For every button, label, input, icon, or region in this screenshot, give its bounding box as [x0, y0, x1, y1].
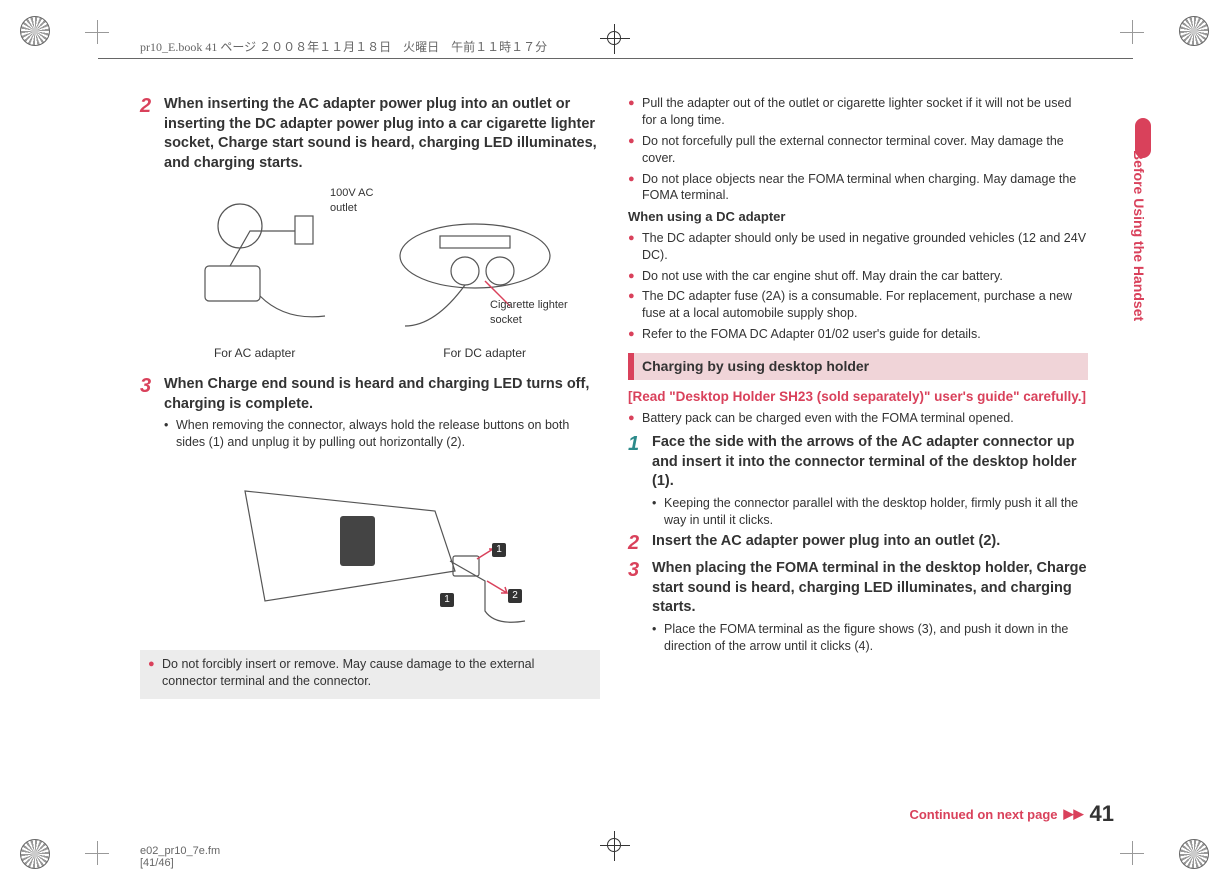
main-content: 2 When inserting the AC adapter power pl…	[140, 95, 1090, 699]
page-header-meta: pr10_E.book 41 ページ ２００８年１１月１８日 火曜日 午前１１時…	[140, 38, 547, 55]
marker-1b: 1	[440, 593, 454, 607]
step-title: When inserting the AC adapter power plug…	[164, 95, 600, 173]
step-sub: •Place the FOMA terminal as the figure s…	[652, 621, 1088, 655]
right-column: ●Pull the adapter out of the outlet or c…	[628, 95, 1088, 699]
step-number: 3	[140, 375, 164, 451]
holder-step-3: 3 When placing the FOMA terminal in the …	[628, 559, 1088, 654]
holder-step-2: 2 Insert the AC adapter power plug into …	[628, 532, 1088, 555]
forward-icon: ▶▶	[1064, 806, 1084, 822]
step-number: 3	[628, 559, 652, 654]
side-tab-label: Before Using the Handset	[1131, 150, 1147, 321]
step-3: 3 When Charge end sound is heard and cha…	[140, 375, 600, 451]
caution-note: ●Do not forcibly insert or remove. May c…	[140, 650, 600, 700]
callout-100v: 100V AC outlet	[330, 186, 400, 216]
read-carefully: [Read "Desktop Holder SH23 (sold separat…	[628, 388, 1088, 406]
callout-cigarette: Cigarette lighter socket	[490, 298, 580, 328]
footer-pagenum: [41/46]	[140, 857, 220, 869]
crop-mark	[1120, 20, 1144, 44]
holder-step-1: 1 Face the side with the arrows of the A…	[628, 433, 1088, 528]
registration-mark	[1179, 16, 1209, 46]
bullet-item: ●Do not place objects near the FOMA term…	[628, 171, 1088, 205]
step-sub-text: When removing the connector, always hold…	[176, 417, 600, 451]
figure-ac-dc: 100V AC outlet Cigarette lighter socket …	[140, 186, 600, 361]
bullet-item: ●Do not forcefully pull the external con…	[628, 133, 1088, 167]
step-title: Insert the AC adapter power plug into an…	[652, 532, 1088, 552]
header-divider	[98, 58, 1133, 59]
fig-label-ac: For AC adapter	[214, 345, 295, 361]
page-number: 41	[1090, 801, 1114, 827]
note-text: Do not forcibly insert or remove. May ca…	[162, 656, 592, 690]
cross-registration	[600, 24, 630, 54]
step-sub: • When removing the connector, always ho…	[164, 417, 600, 451]
left-column: 2 When inserting the AC adapter power pl…	[140, 95, 600, 699]
dc-subhead: When using a DC adapter	[628, 208, 1088, 226]
bullet-item: ●Pull the adapter out of the outlet or c…	[628, 95, 1088, 129]
registration-mark	[1179, 839, 1209, 869]
continued-text: Continued on next page	[909, 807, 1057, 822]
figure-connector: 1 1 2	[140, 461, 600, 636]
bullet-item: ●Battery pack can be charged even with t…	[628, 410, 1088, 427]
step-title: When placing the FOMA terminal in the de…	[652, 559, 1088, 618]
registration-mark	[20, 839, 50, 869]
bullet-item: ●Do not use with the car engine shut off…	[628, 268, 1088, 285]
step-sub: •Keeping the connector parallel with the…	[652, 495, 1088, 529]
figure-labels: For AC adapter For DC adapter	[140, 345, 600, 361]
bullet-item: ●Refer to the FOMA DC Adapter 01/02 user…	[628, 326, 1088, 343]
step-title: When Charge end sound is heard and charg…	[164, 375, 600, 414]
step-number: 1	[628, 433, 652, 528]
step-number: 2	[140, 95, 164, 176]
crop-mark	[1120, 841, 1144, 865]
cross-registration	[600, 831, 630, 861]
registration-mark	[20, 16, 50, 46]
crop-mark	[85, 20, 109, 44]
bullet-item: ●The DC adapter fuse (2A) is a consumabl…	[628, 288, 1088, 322]
marker-1: 1	[492, 543, 506, 557]
step-2: 2 When inserting the AC adapter power pl…	[140, 95, 600, 176]
bullet-item: ●The DC adapter should only be used in n…	[628, 230, 1088, 264]
step-number: 2	[628, 532, 652, 555]
fig-label-dc: For DC adapter	[443, 345, 526, 361]
footer-filename: e02_pr10_7e.fm	[140, 845, 220, 857]
footer-file-meta: e02_pr10_7e.fm [41/46]	[140, 845, 220, 869]
marker-2: 2	[508, 589, 522, 603]
step-title: Face the side with the arrows of the AC …	[652, 433, 1088, 492]
crop-mark	[85, 841, 109, 865]
footer-continued: Continued on next page ▶▶ 41	[909, 801, 1114, 827]
section-heading: Charging by using desktop holder	[628, 353, 1088, 380]
